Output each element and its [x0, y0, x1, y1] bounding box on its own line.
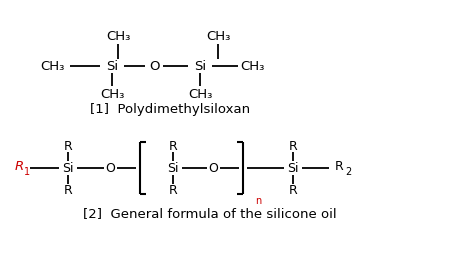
Text: CH₃: CH₃	[206, 30, 230, 43]
Text: O: O	[105, 161, 115, 174]
Text: R: R	[169, 139, 177, 153]
Text: R: R	[64, 139, 72, 153]
Text: R: R	[169, 184, 177, 197]
Text: n: n	[255, 196, 261, 206]
Text: Si: Si	[106, 60, 118, 73]
Text: CH₃: CH₃	[100, 87, 124, 100]
Text: R: R	[15, 161, 23, 174]
Text: 2: 2	[345, 167, 351, 177]
Text: CH₃: CH₃	[40, 60, 64, 73]
Text: O: O	[150, 60, 160, 73]
Text: R: R	[64, 184, 72, 197]
Text: Si: Si	[287, 161, 299, 174]
Text: Si: Si	[62, 161, 74, 174]
Text: 1: 1	[24, 167, 30, 177]
Text: R: R	[335, 161, 344, 174]
Text: [2]  General formula of the silicone oil: [2] General formula of the silicone oil	[83, 208, 337, 221]
Text: [1]  Polydimethylsiloxan: [1] Polydimethylsiloxan	[90, 104, 250, 116]
Text: Si: Si	[167, 161, 179, 174]
Text: O: O	[208, 161, 218, 174]
Text: CH₃: CH₃	[106, 30, 130, 43]
Text: CH₃: CH₃	[240, 60, 264, 73]
Text: R: R	[288, 139, 297, 153]
Text: R: R	[288, 184, 297, 197]
Text: Si: Si	[194, 60, 206, 73]
Text: CH₃: CH₃	[188, 87, 212, 100]
